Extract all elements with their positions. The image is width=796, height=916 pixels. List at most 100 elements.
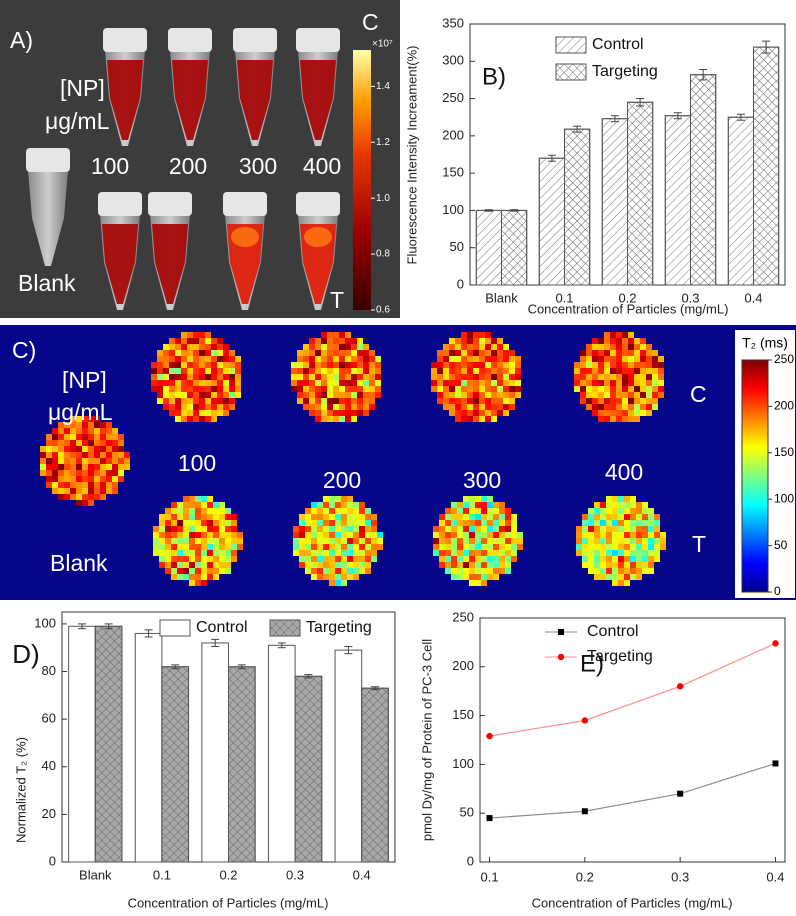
heatmap-pixel — [357, 350, 363, 356]
heatmap-pixel — [311, 562, 317, 568]
heatmap-pixel — [169, 344, 175, 350]
heatmap-pixel — [118, 464, 124, 470]
heatmap-pixel — [339, 392, 345, 398]
heatmap-pixel — [449, 398, 455, 404]
heatmap-pixel — [616, 392, 622, 398]
heatmap-pixel — [646, 362, 652, 368]
heatmap-pixel — [199, 338, 205, 344]
heatmap-pixel — [371, 556, 377, 562]
heatmap-pixel — [351, 368, 357, 374]
heatmap-pixel — [88, 500, 94, 506]
heatmap-pixel — [223, 398, 229, 404]
heatmap-pixel — [112, 428, 118, 434]
heatmap-pixel — [52, 476, 58, 482]
series-line — [490, 763, 776, 818]
heatmap-pixel — [40, 470, 46, 476]
heatmap-pixel — [606, 496, 612, 502]
legend-swatch-hatch — [270, 620, 300, 636]
heatmap-pixel — [612, 550, 618, 556]
heatmap-pixel — [499, 550, 505, 556]
heatmap-pixel — [205, 374, 211, 380]
heatmap-pixel — [64, 452, 70, 458]
heatmap-pixel — [165, 562, 171, 568]
heatmap-pixel — [347, 544, 353, 550]
heatmap-pixel — [600, 568, 606, 574]
heatmap-pixel — [189, 532, 195, 538]
heatmap-pixel — [654, 538, 660, 544]
heatmap-pixel — [574, 380, 580, 386]
heatmap-pixel — [467, 332, 473, 338]
heatmap-pixel — [339, 338, 345, 344]
heatmap-pixel — [455, 410, 461, 416]
heatmap-pixel — [175, 374, 181, 380]
heatmap-pixel — [317, 550, 323, 556]
heatmap-pixel — [353, 502, 359, 508]
heatmap-pixel — [455, 380, 461, 386]
heatmap-pixel — [175, 368, 181, 374]
heatmap-pixel — [339, 386, 345, 392]
heatmap-pixel — [205, 392, 211, 398]
heatmap-pixel — [646, 380, 652, 386]
heatmap-pixel — [353, 526, 359, 532]
heatmap-pixel — [606, 544, 612, 550]
heatmap-pixel — [237, 532, 243, 538]
heatmap-pixel — [345, 410, 351, 416]
heatmap-pixel — [58, 452, 64, 458]
heatmap-pixel — [475, 562, 481, 568]
heatmap-pixel — [451, 508, 457, 514]
heatmap-pixel — [642, 526, 648, 532]
heatmap-pixel — [345, 350, 351, 356]
heatmap-pixel — [377, 538, 383, 544]
tube-cap — [223, 192, 267, 216]
heatmap-pixel — [363, 404, 369, 410]
heatmap-pixel — [58, 476, 64, 482]
heatmap-pixel — [515, 368, 521, 374]
heatmap-pixel — [189, 580, 195, 586]
heatmap-pixel — [377, 544, 383, 550]
heatmap-pixel — [157, 380, 163, 386]
heatmap-pixel — [509, 392, 515, 398]
heatmap-pixel — [481, 532, 487, 538]
heatmap-pixel — [217, 380, 223, 386]
heatmap-pixel — [469, 532, 475, 538]
colorbar-tick-label: 1.0 — [376, 193, 390, 204]
heatmap-pixel — [323, 562, 329, 568]
heatmap-pixel — [648, 526, 654, 532]
heatmap-pixel — [175, 404, 181, 410]
heatmap-pixel — [195, 544, 201, 550]
heatmap-pixel — [624, 556, 630, 562]
heatmap-pixel — [503, 380, 509, 386]
heatmap-pixel — [106, 434, 112, 440]
heatmap-pixel — [628, 338, 634, 344]
heatmap-pixel — [341, 550, 347, 556]
heatmap-pixel — [451, 568, 457, 574]
heatmap-pixel — [58, 446, 64, 452]
heatmap-pixel — [193, 338, 199, 344]
heatmap-pixel — [177, 502, 183, 508]
heatmap-pixel — [40, 464, 46, 470]
heatmap-pixel — [503, 410, 509, 416]
heatmap-pixel — [622, 386, 628, 392]
heatmap-pixel — [642, 568, 648, 574]
heatmap-pixel — [451, 550, 457, 556]
heatmap-pixel — [511, 526, 517, 532]
heatmap-pixel — [335, 508, 341, 514]
heatmap-pixel — [487, 502, 493, 508]
heatmap-pixel — [624, 532, 630, 538]
tube-signal-core — [231, 227, 259, 247]
heatmap-pixel — [181, 392, 187, 398]
heatmap-pixel — [309, 404, 315, 410]
heatmap-pixel — [604, 344, 610, 350]
heatmap-pixel — [604, 386, 610, 392]
heatmap-pixel — [291, 386, 297, 392]
heatmap-pixel — [303, 344, 309, 350]
heatmap-pixel — [64, 428, 70, 434]
heatmap-pixel — [473, 350, 479, 356]
heatmap-pixel — [455, 374, 461, 380]
heatmap-pixel — [100, 434, 106, 440]
heatmap-pixel — [341, 562, 347, 568]
heatmap-pixel — [88, 470, 94, 476]
heatmap-pixel — [634, 344, 640, 350]
heatmap-pixel — [588, 538, 594, 544]
tube-cap — [296, 28, 340, 52]
